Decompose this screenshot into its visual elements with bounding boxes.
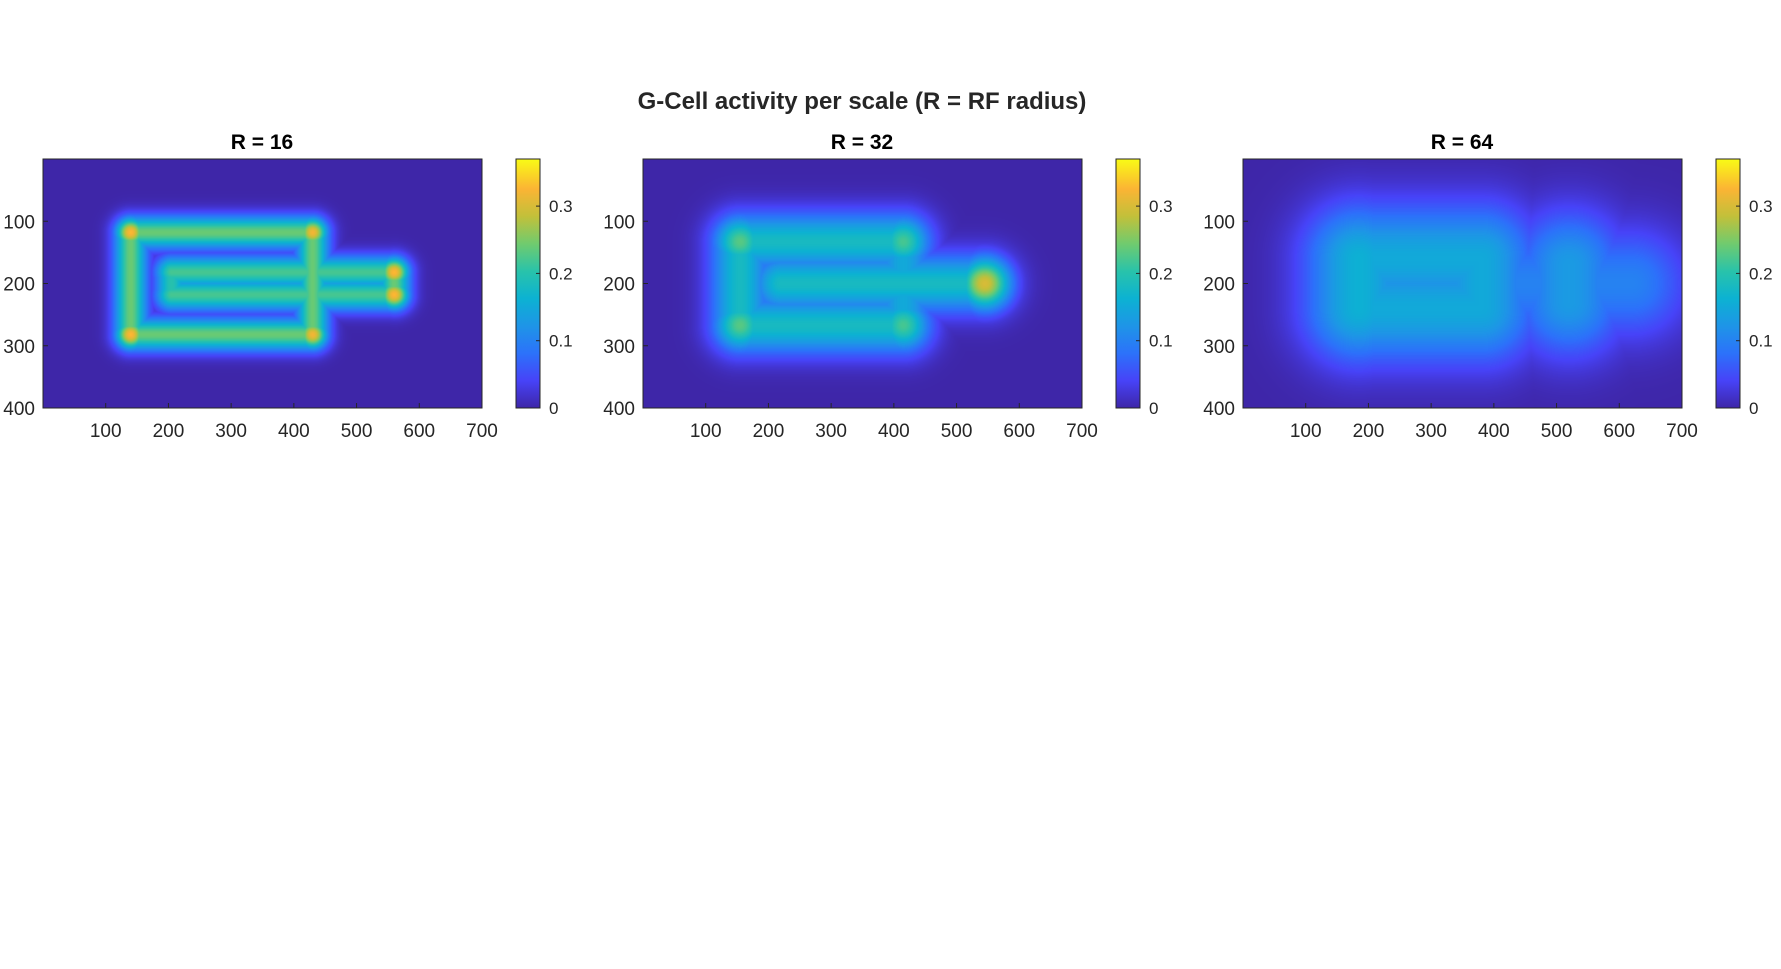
x-tick-label: 200 (153, 421, 185, 442)
colorbar-tick-label: 0.2 (1149, 264, 1173, 283)
subplot-title: R = 16 (231, 131, 293, 154)
x-tick-label: 500 (341, 421, 373, 442)
colorbar-ticks: 0 0.1 0.2 0.3 (1736, 197, 1773, 418)
x-tick-label: 600 (403, 421, 435, 442)
x-tick-label: 100 (690, 421, 722, 442)
x-axis: 100 200 300 400 500 600 700 (1290, 403, 1698, 442)
colorbar-ticks: 0 0.1 0.2 0.3 (536, 197, 573, 418)
x-tick-label: 100 (90, 421, 122, 442)
y-tick-label: 400 (3, 399, 35, 420)
figure-title: G-Cell activity per scale (R = RF radius… (638, 88, 1087, 115)
y-axis: 100 200 300 400 (603, 212, 648, 420)
colorbar-tick-label: 0.3 (1749, 197, 1773, 216)
colorbar (1715, 158, 1741, 409)
x-tick-label: 500 (941, 421, 973, 442)
x-tick-label: 600 (1603, 421, 1635, 442)
subplot-r16: R = 16 100 200 300 400 500 600 700 100 200 300 40… (3, 131, 572, 442)
x-tick-label: 100 (1290, 421, 1322, 442)
x-tick-label: 400 (1478, 421, 1510, 442)
x-axis: 100 200 300 400 500 600 700 (90, 403, 498, 442)
colorbar-tick-label: 0 (1749, 399, 1758, 418)
x-axis: 100 200 300 400 500 600 700 (690, 403, 1098, 442)
x-tick-label: 400 (278, 421, 310, 442)
y-axis: 100 200 300 400 (3, 212, 48, 420)
heatmap-image (1243, 159, 1682, 408)
colorbar-tick-label: 0.2 (549, 264, 573, 283)
x-tick-label: 300 (1415, 421, 1447, 442)
x-tick-label: 500 (1541, 421, 1573, 442)
subplot-title: R = 64 (1431, 131, 1494, 154)
x-tick-label: 700 (466, 421, 498, 442)
x-tick-label: 200 (1353, 421, 1385, 442)
x-tick-label: 700 (1066, 421, 1098, 442)
y-tick-label: 100 (3, 212, 35, 233)
colorbar-tick-label: 0.1 (1149, 332, 1173, 351)
colorbar-tick-label: 0.3 (1149, 197, 1173, 216)
y-tick-label: 200 (1203, 275, 1235, 296)
colorbar-tick-label: 0.1 (1749, 332, 1773, 351)
subplot-r32: R = 32 100 200 300 400 500 600 700 100 200 300 40… (603, 131, 1172, 442)
y-tick-label: 300 (3, 337, 35, 358)
colorbar (515, 158, 541, 409)
y-tick-label: 300 (1203, 337, 1235, 358)
y-tick-label: 100 (603, 212, 635, 233)
colorbar-tick-label: 0.2 (1749, 264, 1773, 283)
colorbar (1115, 158, 1141, 409)
colorbar-tick-label: 0 (549, 399, 558, 418)
subplot-title: R = 32 (831, 131, 893, 154)
y-tick-label: 300 (603, 337, 635, 358)
x-tick-label: 400 (878, 421, 910, 442)
heatmap-image (643, 159, 1082, 408)
y-tick-label: 100 (1203, 212, 1235, 233)
y-tick-label: 400 (603, 399, 635, 420)
x-tick-label: 600 (1003, 421, 1035, 442)
y-tick-label: 200 (603, 275, 635, 296)
y-tick-label: 400 (1203, 399, 1235, 420)
x-tick-label: 300 (215, 421, 247, 442)
subplot-r64: R = 64 100 200 300 400 500 600 700 100 200 300 40… (1203, 131, 1772, 442)
y-axis: 100 200 300 400 (1203, 212, 1248, 420)
colorbar-tick-label: 0.1 (549, 332, 573, 351)
x-tick-label: 700 (1666, 421, 1698, 442)
colorbar-tick-label: 0.3 (549, 197, 573, 216)
x-tick-label: 200 (753, 421, 785, 442)
y-tick-label: 200 (3, 275, 35, 296)
colorbar-tick-label: 0 (1149, 399, 1158, 418)
colorbar-ticks: 0 0.1 0.2 0.3 (1136, 197, 1173, 418)
x-tick-label: 300 (815, 421, 847, 442)
heatmap-image (43, 159, 482, 408)
